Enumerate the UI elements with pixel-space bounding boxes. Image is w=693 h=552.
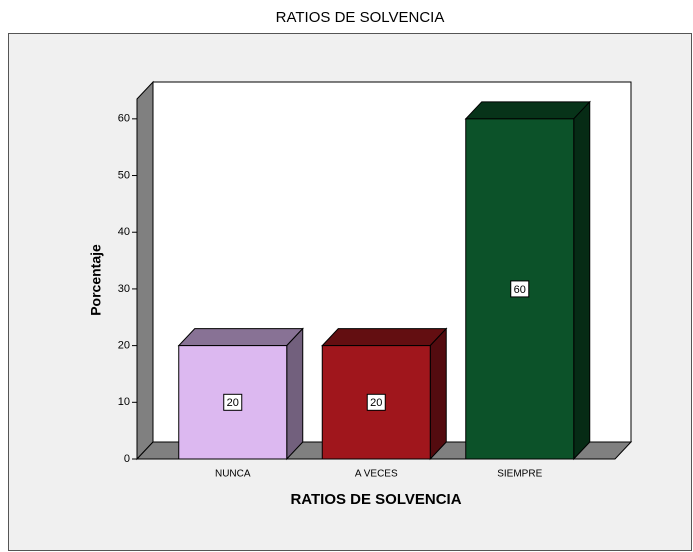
value-label-box (223, 393, 243, 411)
y-tick-label: 20 (118, 340, 130, 352)
bar-side (286, 327, 304, 461)
bar-top (177, 328, 304, 347)
bar-side (429, 327, 447, 461)
chart-title: RATIOS DE SOLVENCIA (276, 9, 445, 26)
y-axis-label: Porcentaje (88, 244, 104, 316)
value-label: 20 (370, 397, 382, 409)
value-label-box (366, 393, 386, 411)
x-tick-label: NUNCA (215, 469, 251, 480)
y-tick-label: 10 (118, 396, 130, 408)
side-wall (136, 80, 154, 461)
value-label: 60 (514, 284, 526, 296)
bar-top (464, 101, 591, 120)
value-label: 20 (227, 397, 239, 409)
bar-top (321, 328, 448, 347)
x-tick-label: SIEMPRE (497, 469, 542, 480)
bar (177, 327, 304, 461)
y-tick-label: 50 (118, 169, 130, 181)
x-tick-label: A VECES (355, 469, 398, 480)
y-tick-label: 30 (118, 283, 130, 295)
y-tick-label: 40 (118, 226, 130, 238)
bar-side (573, 100, 591, 461)
y-tick-label: 0 (124, 453, 130, 465)
x-axis-label: RATIOS DE SOLVENCIA (290, 491, 461, 508)
y-tick-label: 60 (118, 113, 130, 125)
bar (321, 327, 448, 461)
value-label-box (510, 280, 530, 298)
